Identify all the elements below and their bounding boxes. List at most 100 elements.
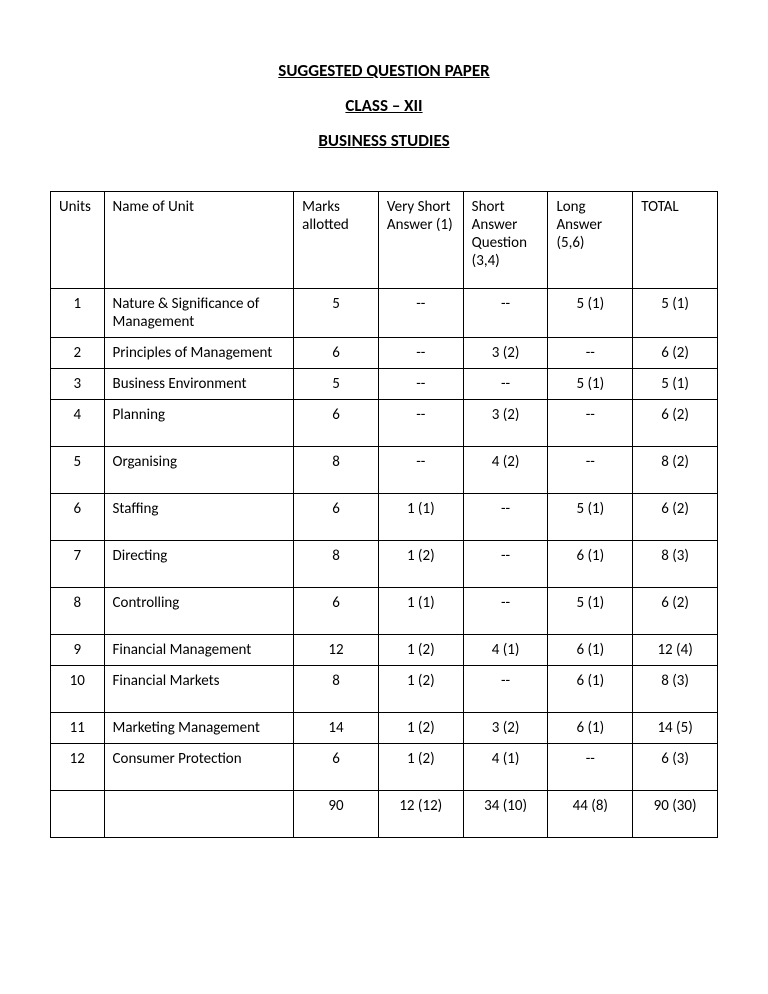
marks-distribution-table: Units Name of Unit Marks allotted Very S… xyxy=(50,191,718,838)
table-row: 2Principles of Management6--3 (2)--6 (2) xyxy=(51,338,718,369)
table-row: 1Nature & Significance of Management5---… xyxy=(51,289,718,338)
cell-vshort: 1 (2) xyxy=(378,541,463,588)
cell-marks: 8 xyxy=(294,447,379,494)
cell-long: 5 (1) xyxy=(548,494,633,541)
cell-long: -- xyxy=(548,447,633,494)
cell-short: 3 (2) xyxy=(463,713,548,744)
cell-short: 3 (2) xyxy=(463,338,548,369)
cell-marks: 12 xyxy=(294,635,379,666)
cell-long: 5 (1) xyxy=(548,588,633,635)
cell-name: Nature & Significance of Management xyxy=(104,289,294,338)
cell-unit: 11 xyxy=(51,713,105,744)
cell-marks: 5 xyxy=(294,369,379,400)
cell-unit: 5 xyxy=(51,447,105,494)
cell-vshort: -- xyxy=(378,447,463,494)
cell-unit: 1 xyxy=(51,289,105,338)
cell-short: -- xyxy=(463,588,548,635)
cell-long: 6 (1) xyxy=(548,666,633,713)
col-header-short: Short Answer Question (3,4) xyxy=(463,192,548,289)
cell-vshort: 1 (2) xyxy=(378,744,463,791)
cell-name: Directing xyxy=(104,541,294,588)
cell-long: -- xyxy=(548,400,633,447)
cell-long: 6 (1) xyxy=(548,713,633,744)
total-marks: 90 xyxy=(294,791,379,838)
total-unit xyxy=(51,791,105,838)
cell-vshort: 1 (1) xyxy=(378,494,463,541)
col-header-vshort: Very Short Answer (1) xyxy=(378,192,463,289)
cell-total: 12 (4) xyxy=(633,635,718,666)
cell-name: Marketing Management xyxy=(104,713,294,744)
heading-line-1: SUGGESTED QUESTION PAPER xyxy=(50,60,718,81)
cell-unit: 8 xyxy=(51,588,105,635)
cell-unit: 2 xyxy=(51,338,105,369)
table-row: 4Planning6--3 (2)--6 (2) xyxy=(51,400,718,447)
heading-line-3: BUSINESS STUDIES xyxy=(50,130,718,151)
cell-unit: 6 xyxy=(51,494,105,541)
cell-name: Controlling xyxy=(104,588,294,635)
cell-long: -- xyxy=(548,744,633,791)
col-header-marks: Marks allotted xyxy=(294,192,379,289)
col-header-units: Units xyxy=(51,192,105,289)
cell-name: Principles of Management xyxy=(104,338,294,369)
cell-vshort: 1 (2) xyxy=(378,666,463,713)
cell-name: Planning xyxy=(104,400,294,447)
col-header-name: Name of Unit xyxy=(104,192,294,289)
cell-short: -- xyxy=(463,494,548,541)
cell-marks: 6 xyxy=(294,494,379,541)
cell-short: -- xyxy=(463,289,548,338)
cell-long: 5 (1) xyxy=(548,289,633,338)
table-row: 8Controlling61 (1)--5 (1)6 (2) xyxy=(51,588,718,635)
table-row: 11Marketing Management141 (2)3 (2)6 (1)1… xyxy=(51,713,718,744)
cell-name: Consumer Protection xyxy=(104,744,294,791)
cell-total: 6 (3) xyxy=(633,744,718,791)
cell-short: 4 (2) xyxy=(463,447,548,494)
cell-unit: 4 xyxy=(51,400,105,447)
table-row: 6Staffing61 (1)--5 (1)6 (2) xyxy=(51,494,718,541)
cell-total: 8 (3) xyxy=(633,541,718,588)
cell-marks: 6 xyxy=(294,744,379,791)
cell-vshort: -- xyxy=(378,369,463,400)
cell-name: Financial Management xyxy=(104,635,294,666)
cell-total: 6 (2) xyxy=(633,588,718,635)
cell-short: -- xyxy=(463,666,548,713)
cell-long: 5 (1) xyxy=(548,369,633,400)
cell-name: Business Environment xyxy=(104,369,294,400)
total-total: 90 (30) xyxy=(633,791,718,838)
cell-vshort: 1 (2) xyxy=(378,635,463,666)
cell-unit: 12 xyxy=(51,744,105,791)
table-row: 9Financial Management121 (2)4 (1)6 (1)12… xyxy=(51,635,718,666)
cell-total: 5 (1) xyxy=(633,369,718,400)
table-row: 7Directing81 (2)--6 (1)8 (3) xyxy=(51,541,718,588)
cell-short: -- xyxy=(463,541,548,588)
table-row: 10Financial Markets81 (2)--6 (1)8 (3) xyxy=(51,666,718,713)
cell-marks: 5 xyxy=(294,289,379,338)
cell-total: 5 (1) xyxy=(633,289,718,338)
cell-vshort: 1 (2) xyxy=(378,713,463,744)
table-totals-row: 9012 (12)34 (10)44 (8)90 (30) xyxy=(51,791,718,838)
col-header-long: Long Answer (5,6) xyxy=(548,192,633,289)
cell-vshort: -- xyxy=(378,338,463,369)
cell-short: 4 (1) xyxy=(463,635,548,666)
document-headings: SUGGESTED QUESTION PAPER CLASS – XII BUS… xyxy=(50,60,718,151)
total-short: 34 (10) xyxy=(463,791,548,838)
cell-total: 8 (2) xyxy=(633,447,718,494)
cell-short: 4 (1) xyxy=(463,744,548,791)
cell-name: Staffing xyxy=(104,494,294,541)
cell-total: 6 (2) xyxy=(633,494,718,541)
table-row: 5Organising8--4 (2)--8 (2) xyxy=(51,447,718,494)
cell-long: 6 (1) xyxy=(548,635,633,666)
cell-long: 6 (1) xyxy=(548,541,633,588)
cell-total: 8 (3) xyxy=(633,666,718,713)
total-vshort: 12 (12) xyxy=(378,791,463,838)
cell-marks: 6 xyxy=(294,400,379,447)
cell-total: 6 (2) xyxy=(633,338,718,369)
cell-unit: 3 xyxy=(51,369,105,400)
cell-unit: 10 xyxy=(51,666,105,713)
cell-vshort: 1 (1) xyxy=(378,588,463,635)
cell-name: Financial Markets xyxy=(104,666,294,713)
total-long: 44 (8) xyxy=(548,791,633,838)
cell-marks: 6 xyxy=(294,588,379,635)
cell-name: Organising xyxy=(104,447,294,494)
heading-line-2: CLASS – XII xyxy=(50,95,718,116)
col-header-total: TOTAL xyxy=(633,192,718,289)
